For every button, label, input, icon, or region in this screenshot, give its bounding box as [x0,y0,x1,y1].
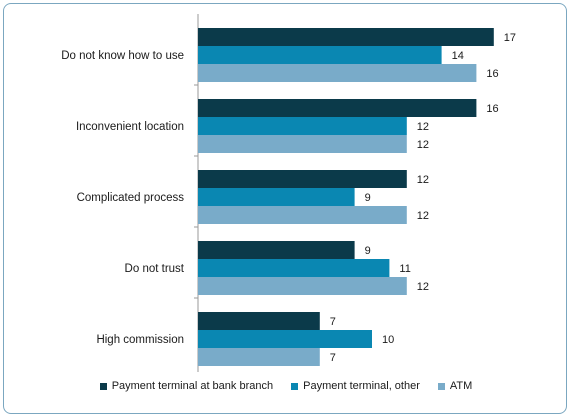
bar [198,170,407,188]
data-label: 12 [417,121,429,133]
data-label: 14 [452,50,464,62]
data-label: 12 [417,139,429,151]
bar [198,312,320,330]
bar [198,188,355,206]
data-label: 10 [382,334,394,346]
legend-item: Payment terminal at bank branch [99,380,274,392]
data-label: 11 [399,263,410,275]
data-label: 16 [486,68,498,80]
bar [198,117,407,135]
category-label: Complicated process [77,192,185,204]
category-label: Inconvenient location [76,121,184,133]
data-label: 12 [417,210,429,222]
legend: Payment terminal at bank branch Payment t… [0,380,572,392]
legend-label: Payment terminal, other [303,380,420,392]
legend-swatch [437,382,445,390]
legend-item: ATM [437,380,473,392]
legend-swatch [99,382,107,390]
data-label: 12 [417,174,429,186]
data-label: 9 [365,245,371,257]
data-label: 7 [330,316,336,328]
legend-item: Payment terminal, other [291,380,420,392]
legend-label: ATM [449,380,473,392]
data-label: 17 [504,32,516,44]
bar [198,135,407,153]
legend-label: Payment terminal at bank branch [111,380,274,392]
bar [198,28,494,46]
data-label: 9 [365,192,371,204]
category-label: High commission [96,334,184,346]
bar [198,64,477,82]
bar [198,99,477,117]
legend-swatch [291,382,299,390]
bar [198,241,355,259]
bar [198,206,407,224]
bar [198,46,442,64]
bar [198,348,320,366]
bar [198,277,407,295]
category-label: Do not trust [125,263,185,275]
data-label: 16 [486,103,498,115]
bar [198,259,390,277]
data-label: 7 [330,352,336,364]
data-label: 12 [417,281,429,293]
category-label: Do not know how to use [61,50,184,62]
bar [198,330,372,348]
